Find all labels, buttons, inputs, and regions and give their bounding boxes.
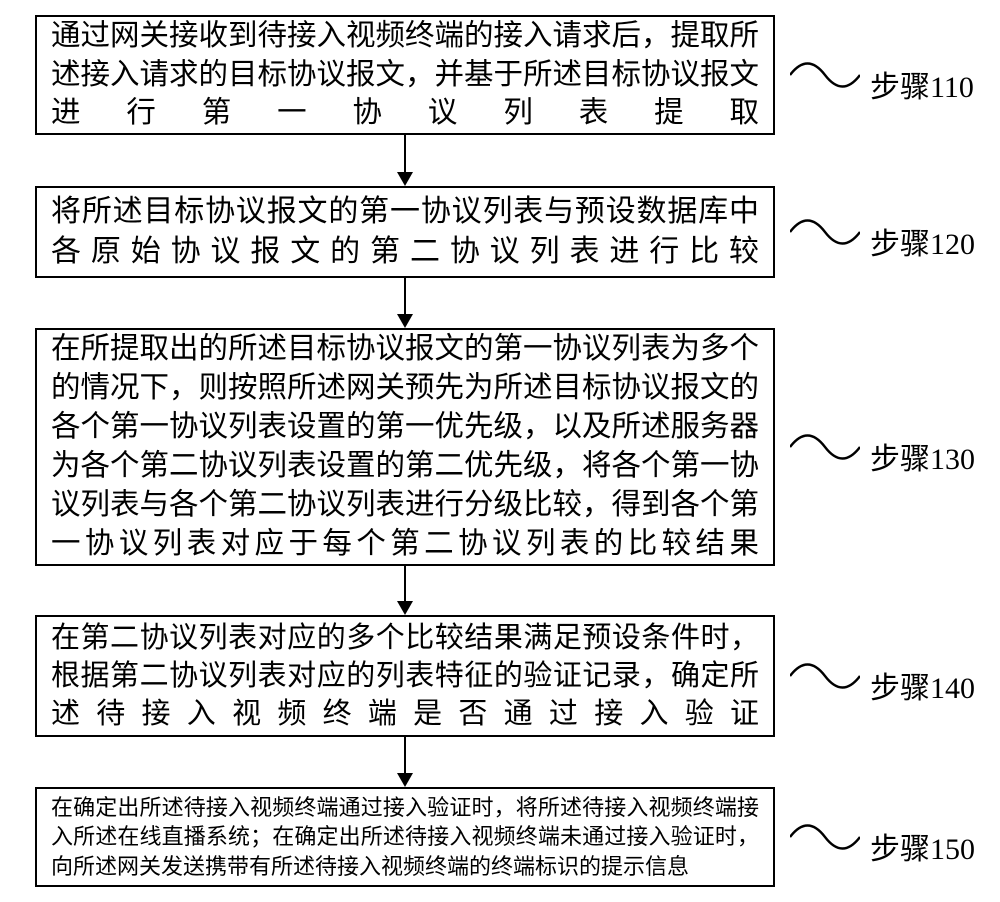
step-140-connector [790, 651, 860, 706]
step-110-connector [790, 50, 860, 105]
step-120-box: 将所述目标协议报文的第一协议列表与预设数据库中各原始协议报文的第二协议列表进行比… [35, 186, 775, 278]
step-120-text: 将所述目标协议报文的第一协议列表与预设数据库中各原始协议报文的第二协议列表进行比… [51, 192, 759, 271]
arrow-1-head [397, 172, 413, 186]
step-130-box: 在所提取出的所述目标协议报文的第一协议列表为多个的情况下，则按照所述网关预先为所… [35, 328, 775, 566]
arrow-2-head [397, 314, 413, 328]
arrow-3-head [397, 601, 413, 615]
step-150-label: 步骤150 [870, 824, 975, 868]
step-150-text: 在确定出所述待接入视频终端通过接入验证时，将所述待接入视频终端接入所述在线直播系… [51, 793, 759, 880]
step-120-connector [790, 207, 860, 262]
step-110-label: 步骤110 [870, 62, 974, 106]
step-140-label: 步骤140 [870, 663, 975, 707]
step-130-label: 步骤130 [870, 434, 975, 478]
step-140-box: 在第二协议列表对应的多个比较结果满足预设条件时，根据第二协议列表对应的列表特征的… [35, 615, 775, 737]
arrow-4-head [397, 773, 413, 787]
step-140-text: 在第二协议列表对应的多个比较结果满足预设条件时，根据第二协议列表对应的列表特征的… [51, 619, 759, 734]
step-110-text: 通过网关接收到待接入视频终端的接入请求后，提取所述接入请求的目标协议报文，并基于… [51, 17, 759, 134]
step-120-label: 步骤120 [870, 219, 975, 263]
step-110-box: 通过网关接收到待接入视频终端的接入请求后，提取所述接入请求的目标协议报文，并基于… [35, 15, 775, 135]
arrow-1-line [404, 135, 406, 172]
step-130-connector [790, 422, 860, 477]
arrow-2-line [404, 278, 406, 314]
step-130-text: 在所提取出的所述目标协议报文的第一协议列表为多个的情况下，则按照所述网关预先为所… [51, 330, 759, 564]
step-150-box: 在确定出所述待接入视频终端通过接入验证时，将所述待接入视频终端接入所述在线直播系… [35, 787, 775, 887]
step-150-connector [790, 812, 860, 867]
arrow-4-line [404, 737, 406, 773]
arrow-3-line [404, 566, 406, 601]
flowchart-canvas: 通过网关接收到待接入视频终端的接入请求后，提取所述接入请求的目标协议报文，并基于… [0, 0, 1000, 902]
